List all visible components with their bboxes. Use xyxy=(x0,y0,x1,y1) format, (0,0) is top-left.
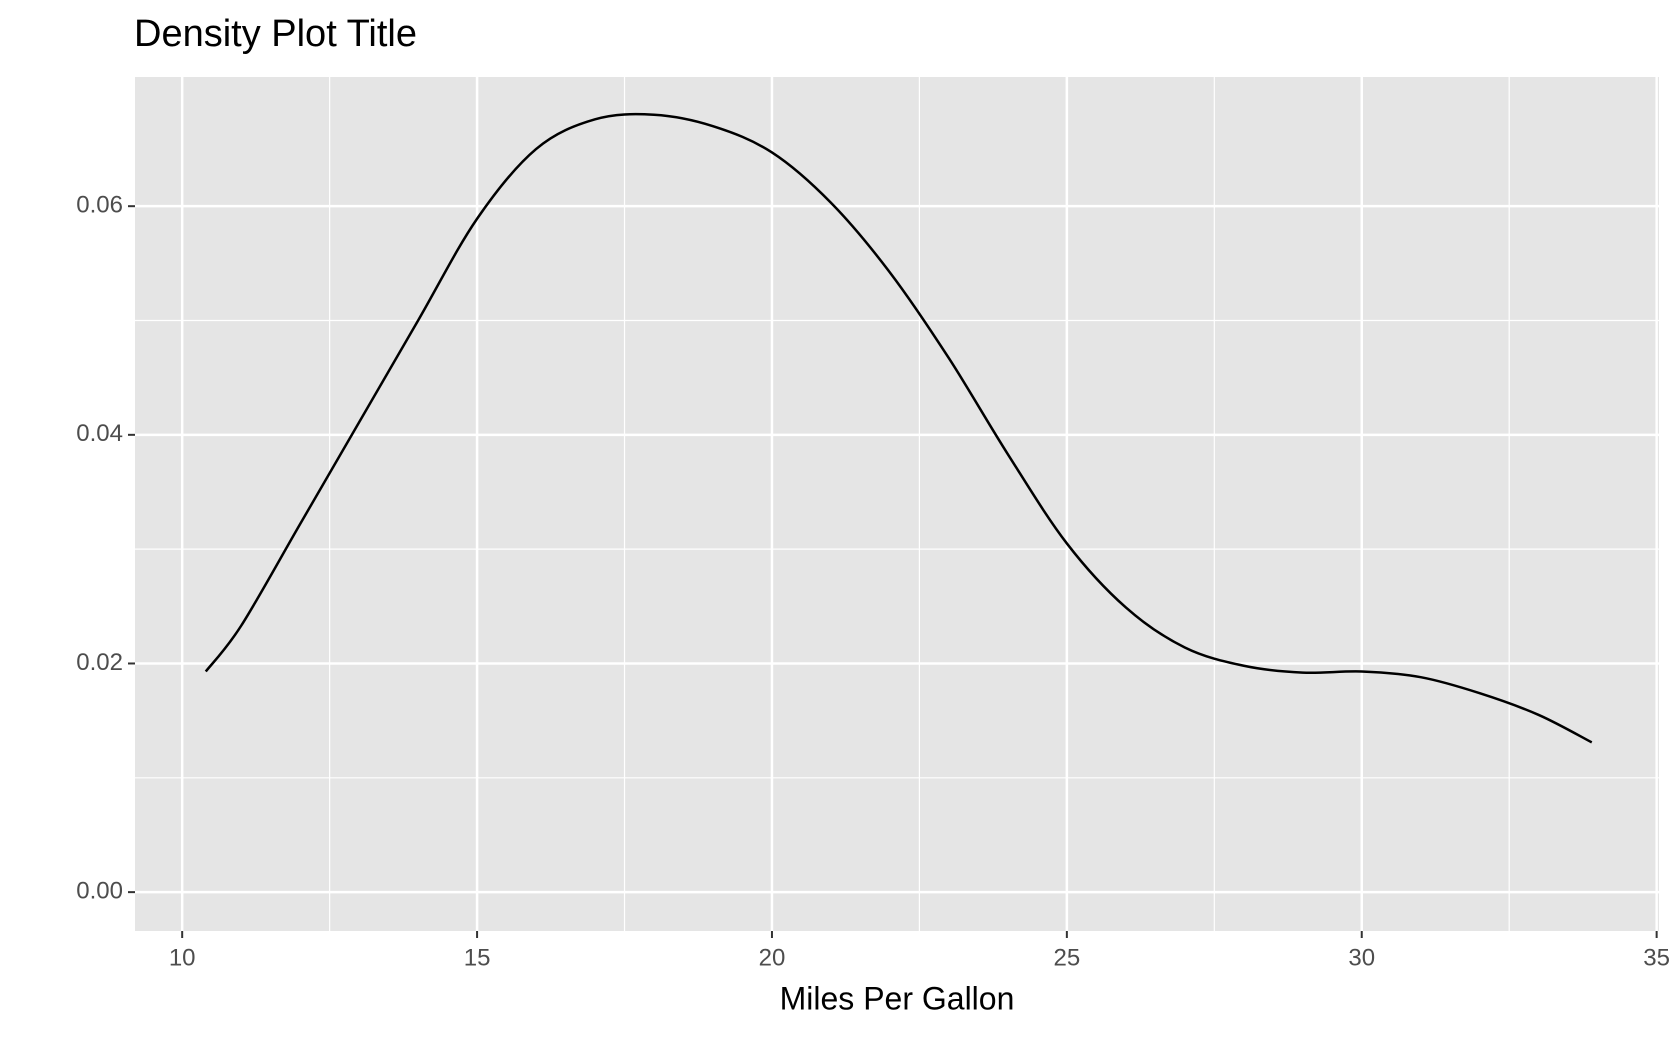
y-tick-label: 0.00 xyxy=(76,877,123,904)
x-axis-label: Miles Per Gallon xyxy=(780,980,1015,1016)
panel xyxy=(135,77,1659,931)
y-tick-label: 0.04 xyxy=(76,420,123,447)
x-tick-label: 30 xyxy=(1348,944,1375,971)
x-tick-label: 20 xyxy=(759,944,786,971)
y-tick-label: 0.06 xyxy=(76,192,123,219)
y-tick-label: 0.02 xyxy=(76,649,123,676)
x-tick-label: 10 xyxy=(169,944,196,971)
chart-title: Density Plot Title xyxy=(134,13,417,55)
density-line xyxy=(204,112,1593,744)
x-tick-label: 25 xyxy=(1054,944,1081,971)
x-tick-label: 15 xyxy=(464,944,491,971)
x-tick-label: 35 xyxy=(1643,944,1670,971)
